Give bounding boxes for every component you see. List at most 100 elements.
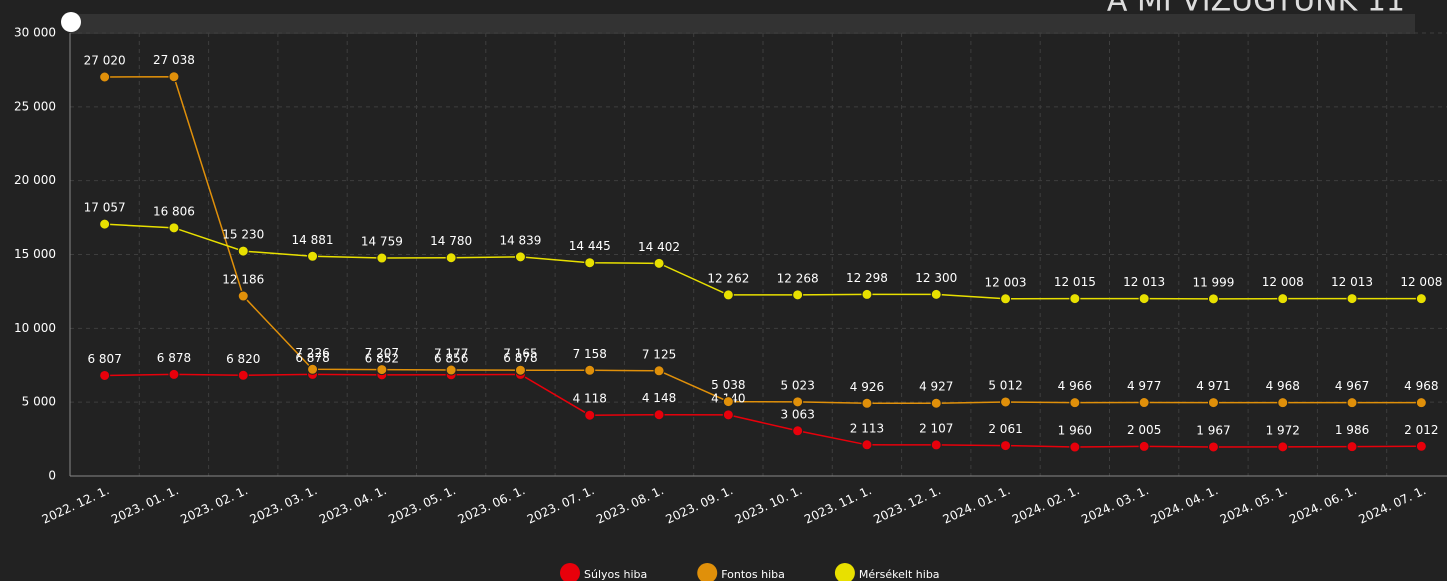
data-point bbox=[1346, 293, 1358, 305]
data-label: 6 878 bbox=[157, 351, 191, 365]
data-point bbox=[1277, 397, 1289, 409]
data-point bbox=[1207, 293, 1219, 305]
data-point bbox=[653, 409, 665, 421]
legend-marker bbox=[834, 563, 855, 581]
data-point bbox=[307, 363, 319, 375]
data-point bbox=[1207, 441, 1219, 453]
data-label: 14 445 bbox=[569, 239, 611, 253]
data-label: 12 298 bbox=[846, 271, 888, 285]
data-label: 5 023 bbox=[780, 378, 814, 392]
legend-marker bbox=[697, 563, 718, 581]
legend-label: Fontos hiba bbox=[721, 568, 785, 581]
data-label: 4 927 bbox=[919, 380, 953, 394]
data-point bbox=[792, 289, 804, 301]
data-point bbox=[1138, 293, 1150, 305]
data-label: 1 960 bbox=[1058, 424, 1092, 438]
data-point bbox=[99, 71, 111, 83]
data-label: 4 968 bbox=[1404, 379, 1438, 393]
data-label: 4 977 bbox=[1127, 379, 1161, 393]
data-label: 5 012 bbox=[988, 378, 1022, 392]
data-label: 14 402 bbox=[638, 240, 680, 254]
data-label: 6 820 bbox=[226, 352, 260, 366]
data-point bbox=[514, 251, 526, 263]
data-label: 4 966 bbox=[1058, 379, 1092, 393]
scroll-bar[interactable] bbox=[70, 14, 1415, 34]
data-label: 6 807 bbox=[87, 352, 121, 366]
data-label: 4 148 bbox=[642, 391, 676, 405]
data-label: 4 118 bbox=[573, 392, 607, 406]
data-point bbox=[1000, 396, 1012, 408]
data-label: 6 852 bbox=[365, 351, 399, 365]
data-label: 7 177 bbox=[434, 347, 468, 361]
data-label: 1 986 bbox=[1335, 423, 1369, 437]
data-point bbox=[1000, 440, 1012, 452]
data-point bbox=[1277, 293, 1289, 305]
data-label: 6 878 bbox=[503, 351, 537, 365]
data-label: 6 878 bbox=[295, 351, 329, 365]
data-label: 12 013 bbox=[1123, 275, 1165, 289]
data-point bbox=[584, 409, 596, 421]
data-label: 2 061 bbox=[988, 422, 1022, 436]
data-point bbox=[168, 71, 180, 83]
data-label: 2 005 bbox=[1127, 423, 1161, 437]
series-line bbox=[104, 223, 1422, 300]
data-point bbox=[99, 218, 111, 230]
data-label: 6 856 bbox=[434, 351, 468, 365]
data-label: 7 207 bbox=[365, 346, 399, 360]
data-point bbox=[168, 368, 180, 380]
data-point bbox=[237, 290, 249, 302]
series-line bbox=[104, 373, 1422, 448]
data-label: 7 226 bbox=[295, 346, 329, 360]
data-point bbox=[1069, 397, 1081, 409]
data-point bbox=[168, 222, 180, 234]
scroll-handle[interactable] bbox=[61, 12, 81, 32]
data-point bbox=[99, 369, 111, 381]
data-point bbox=[445, 252, 457, 264]
data-label: 14 881 bbox=[292, 233, 334, 247]
y-tick-label: 15 000 bbox=[14, 247, 56, 261]
data-point bbox=[861, 397, 873, 409]
data-point bbox=[1207, 397, 1219, 409]
legend-marker bbox=[560, 563, 580, 581]
data-label: 5 038 bbox=[711, 378, 745, 392]
data-label: 27 038 bbox=[153, 53, 195, 67]
data-label: 12 262 bbox=[707, 271, 749, 285]
data-label: 14 839 bbox=[499, 233, 541, 247]
data-point bbox=[1069, 441, 1081, 453]
data-point bbox=[1138, 397, 1150, 409]
data-point bbox=[584, 364, 596, 376]
legend-label: Mérsékelt hiba bbox=[859, 568, 940, 581]
data-label: 4 926 bbox=[850, 380, 884, 394]
y-tick-label: 10 000 bbox=[14, 321, 56, 335]
data-point bbox=[237, 369, 249, 381]
data-label: 12 186 bbox=[222, 273, 264, 287]
data-point bbox=[1000, 293, 1012, 305]
data-point bbox=[1138, 440, 1150, 452]
y-tick-label: 0 bbox=[48, 469, 56, 483]
data-label: 7 125 bbox=[642, 347, 676, 361]
data-point bbox=[930, 439, 942, 451]
y-tick-label: 30 000 bbox=[14, 26, 56, 40]
data-label: 14 780 bbox=[430, 234, 472, 248]
data-point bbox=[861, 439, 873, 451]
data-point bbox=[514, 364, 526, 376]
data-point bbox=[930, 397, 942, 409]
data-point bbox=[237, 245, 249, 257]
data-label: 4 971 bbox=[1196, 379, 1230, 393]
series-line bbox=[104, 75, 1422, 405]
data-point bbox=[1415, 293, 1427, 305]
data-label: 11 999 bbox=[1192, 275, 1234, 289]
data-label: 2 012 bbox=[1404, 423, 1438, 437]
data-label: 7 165 bbox=[503, 347, 537, 361]
data-label: 27 020 bbox=[84, 54, 126, 68]
data-label: 16 806 bbox=[153, 204, 195, 218]
data-point bbox=[930, 288, 942, 300]
y-tick-label: 25 000 bbox=[14, 99, 56, 113]
data-label: 12 015 bbox=[1054, 275, 1096, 289]
data-label: 12 008 bbox=[1262, 275, 1304, 289]
data-label: 12 008 bbox=[1400, 275, 1442, 289]
data-point bbox=[1277, 441, 1289, 453]
data-point bbox=[1415, 397, 1427, 409]
data-point bbox=[653, 257, 665, 269]
